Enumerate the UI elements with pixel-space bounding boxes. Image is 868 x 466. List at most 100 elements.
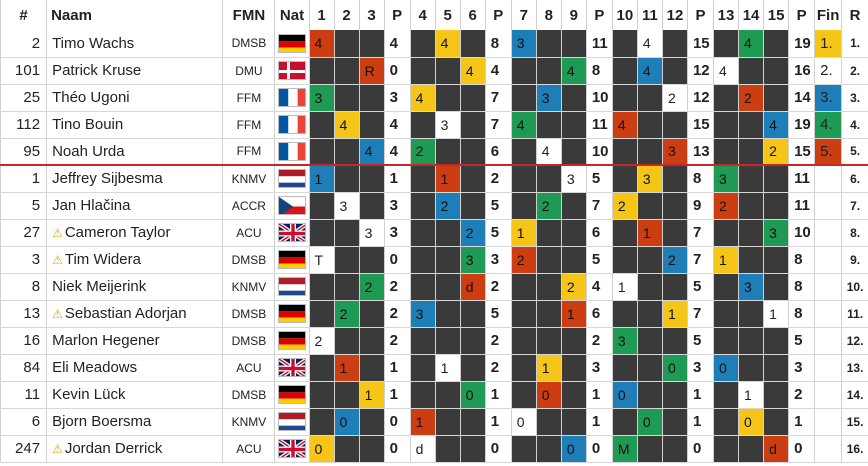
federation: DMSB (222, 30, 275, 58)
points-subtotal: 3 (383, 84, 411, 112)
heat-result: 2 (409, 138, 436, 166)
nationality-cell (274, 435, 309, 463)
heat-result (535, 327, 562, 355)
points-subtotal: 12 (686, 84, 714, 112)
points-subtotal: 10 (585, 138, 613, 166)
table-row[interactable]: 13 ⚠ Sebastian Adorjan DMSB 2 2 3 5 1 6 1 7 1 8 11. (0, 300, 868, 328)
rider-name-cell: ⚠ Cameron Taylor (46, 219, 223, 247)
table-row[interactable]: 112 Tino Bouin FFM 4 4 3 7 4 11 4 15 4 19 4. 4. (0, 111, 868, 139)
heat-result (459, 435, 486, 463)
heat-result (661, 219, 688, 247)
heat-result (636, 246, 663, 274)
overall-rank: 1. (841, 30, 868, 58)
table-row[interactable]: 95 Noah Urda FFM 4 4 2 6 4 10 3 13 2 15 5. 5. (0, 138, 868, 166)
points-subtotal: 0 (484, 435, 512, 463)
heat-result (661, 327, 688, 355)
table-row[interactable]: 11 Kevin Lück DMSB 1 1 0 1 0 1 0 1 1 2 14. (0, 381, 868, 409)
heat-result (434, 300, 461, 328)
heat-result (636, 111, 663, 139)
heat-result (409, 327, 436, 355)
federation: KNMV (222, 408, 275, 436)
heat-result (434, 435, 461, 463)
final-position (814, 246, 842, 274)
heat-result: 0 (560, 435, 587, 463)
points-subtotal: 2 (383, 327, 411, 355)
points-subtotal: 5 (788, 327, 815, 355)
rider-number: 25 (0, 84, 47, 112)
heat-result (333, 219, 360, 247)
points-subtotal: 1 (484, 381, 512, 409)
heat-result: 1 (409, 408, 436, 436)
points-subtotal: 14 (788, 84, 815, 112)
points-subtotal: 1 (383, 354, 411, 382)
federation: FFM (222, 111, 275, 139)
nationality-cell (274, 165, 309, 193)
heat-result (434, 84, 461, 112)
points-subtotal: 15 (686, 111, 714, 139)
heat-result (535, 57, 562, 85)
heat-result (510, 354, 537, 382)
heat-result: 3 (611, 327, 638, 355)
table-row[interactable]: 84 Eli Meadows ACU 1 1 1 2 1 3 0 3 0 3 13. (0, 354, 868, 382)
rider-number: 13 (0, 300, 47, 328)
rider-name-cell: Tino Bouin (46, 111, 223, 139)
points-subtotal: 0 (686, 435, 714, 463)
heat-result: 1 (560, 300, 587, 328)
heat-result (308, 138, 335, 166)
table-row[interactable]: 101 Patrick Kruse DMU R 0 4 4 4 8 4 12 4 16 2. 2. (0, 57, 868, 85)
heat-result (560, 111, 587, 139)
table-row[interactable]: 27 ⚠ Cameron Taylor ACU 3 3 2 5 1 6 1 7 3 10 8. (0, 219, 868, 247)
heat-result (409, 57, 436, 85)
table-row[interactable]: 3 ⚠ Tim Widera DMSB T 0 3 3 2 5 2 7 1 8 9. (0, 246, 868, 274)
table-row[interactable]: 247 ⚠ Jordan Derrick ACU 0 0 d 0 0 0 M 0 d 0 16. (0, 435, 868, 463)
points-subtotal: 8 (788, 300, 815, 328)
table-row[interactable]: 2 Timo Wachs DMSB 4 4 4 8 3 11 4 15 4 19 1. 1. (0, 30, 868, 58)
overall-rank: 13. (841, 354, 868, 382)
overall-rank: 14. (841, 381, 868, 409)
nationality-cell (274, 327, 309, 355)
heat-result (738, 165, 764, 193)
de-flag-icon (277, 250, 306, 269)
heat-result (459, 192, 486, 220)
heat-result: 3 (308, 84, 335, 112)
column-header: P (686, 0, 714, 30)
table-row[interactable]: 25 Théo Ugoni FFM 3 3 4 7 3 10 2 12 2 14 3. 3. (0, 84, 868, 112)
heat-result (738, 57, 764, 85)
warning-icon: ⚠ (52, 442, 63, 456)
overall-rank: 8. (841, 219, 868, 247)
table-row[interactable]: 6 Bjorn Boersma KNMV 0 0 1 1 0 1 0 1 0 1 15. (0, 408, 868, 436)
heat-result (661, 273, 688, 301)
heat-result (712, 138, 739, 166)
nl-flag-icon (277, 277, 306, 296)
points-subtotal: 1 (585, 381, 613, 409)
nl-flag-icon (277, 412, 306, 431)
points-subtotal: 3 (585, 354, 613, 382)
rider-name: Cameron Taylor (64, 224, 171, 241)
points-subtotal: 1 (788, 408, 815, 436)
points-subtotal: 0 (383, 435, 411, 463)
heat-result: 4 (535, 138, 562, 166)
heat-result: 3 (636, 165, 663, 193)
header-row: # Naam FMN Nat 1 2 3 P 4 5 6 P 7 8 9 P 10 11 12 P 13 14 15 P Fin… (0, 0, 868, 30)
rider-number: 247 (0, 435, 47, 463)
table-row[interactable]: 8 Niek Meijerink KNMV 2 2 d 2 2 4 1 5 3 8 10. (0, 273, 868, 301)
heat-result (434, 327, 461, 355)
table-row[interactable]: 1 Jeffrey Sijbesma KNMV 1 1 1 2 3 5 3 8 3 11 6. (0, 165, 868, 193)
points-subtotal: 16 (788, 57, 815, 85)
heat-result: 2 (763, 138, 789, 166)
heat-result (738, 219, 764, 247)
final-position (814, 408, 842, 436)
heat-result: 2 (459, 219, 486, 247)
table-row[interactable]: 16 Marlon Hegener DMSB 2 2 2 2 3 5 5 12. (0, 327, 868, 355)
table-row[interactable]: 5 Jan Hlačina ACCR 3 3 2 5 2 7 2 9 2 11 7. (0, 192, 868, 220)
nationality-cell (274, 273, 309, 301)
heat-result: 3 (763, 219, 789, 247)
points-subtotal: 3 (383, 192, 411, 220)
heat-result (333, 57, 360, 85)
heat-result: 2 (333, 300, 360, 328)
heat-result (308, 300, 335, 328)
overall-rank: 11. (841, 300, 868, 328)
overall-rank: 15. (841, 408, 868, 436)
heat-result (308, 57, 335, 85)
